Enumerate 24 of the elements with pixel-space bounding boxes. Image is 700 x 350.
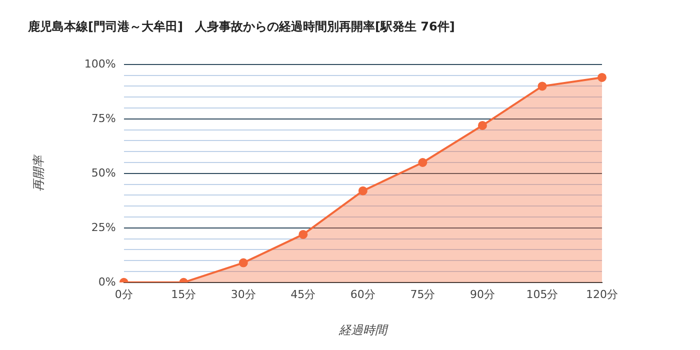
x-tick-label: 75分: [410, 288, 436, 301]
x-tick-label: 120分: [586, 288, 618, 301]
point: [598, 72, 606, 82]
x-tick-label: 0分: [114, 288, 133, 301]
y-tick-label: 100%: [84, 57, 116, 70]
x-tick-label: 30分: [230, 288, 256, 301]
point: [298, 230, 308, 239]
x-tick-label: 90分: [470, 288, 495, 301]
y-tick-label: 25%: [91, 220, 116, 234]
point: [478, 120, 487, 130]
y-axis-title: 再開率: [31, 153, 46, 192]
y-tick-label: 75%: [91, 112, 116, 125]
point: [538, 82, 547, 91]
point: [418, 158, 428, 167]
point: [238, 258, 248, 268]
x-tick-label: 15分: [171, 288, 196, 301]
y-tick-label: 0%: [98, 275, 116, 288]
chart-title: 鹿児島本線[門司港～大牟田] 人身事故からの経過時間別再開率[駅発生 76件]: [27, 19, 455, 34]
point: [358, 186, 368, 196]
y-tick-label: 50%: [91, 166, 116, 180]
x-tick-label: 45分: [290, 288, 316, 301]
x-tick-label: 60分: [350, 288, 376, 301]
x-tick-label: 105分: [526, 288, 558, 301]
x-axis-title: 経過時間: [338, 322, 389, 337]
